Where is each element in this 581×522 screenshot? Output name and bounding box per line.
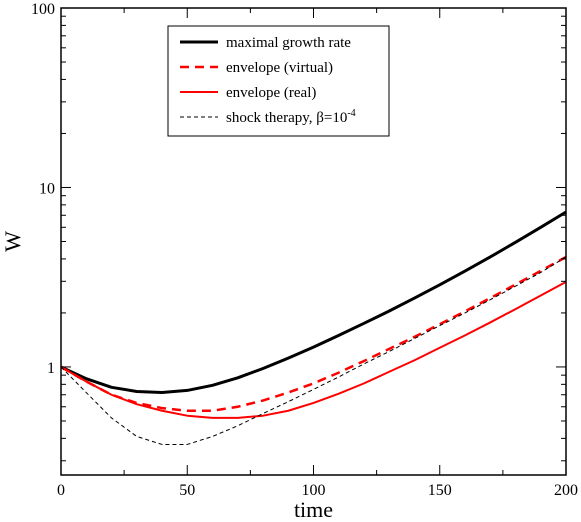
legend-label-4: shock therapy, β=10-4 (226, 108, 356, 126)
series-line-3 (60, 280, 567, 419)
series-line-2 (60, 255, 567, 413)
legend: maximal growth rate envelope (virtual) env… (167, 25, 390, 137)
y-axis-ticks: 1 10 100 (31, 1, 566, 462)
legend-label-3: envelope (real) (226, 85, 316, 101)
x-tick-label: 0 (57, 482, 65, 499)
legend-label-superscript: -4 (347, 108, 355, 119)
x-axis-ticks: 0 50 100 150 200 (57, 8, 578, 499)
x-tick-label: 150 (428, 482, 452, 499)
legend-label-2: envelope (virtual) (226, 60, 333, 76)
y-tick-label: 100 (31, 1, 55, 18)
series-line-1 (60, 210, 567, 395)
x-tick-label: 100 (302, 482, 326, 499)
y-tick-label: 10 (39, 180, 55, 197)
legend-label-1: maximal growth rate (226, 35, 351, 51)
y-tick-label: 1 (47, 360, 55, 377)
y-axis-title: W (0, 231, 25, 252)
legend-box (167, 25, 390, 137)
plot-lines (60, 210, 567, 445)
x-axis-title: time (294, 497, 333, 522)
x-tick-label: 200 (554, 482, 578, 499)
x-tick-label: 50 (179, 482, 195, 499)
